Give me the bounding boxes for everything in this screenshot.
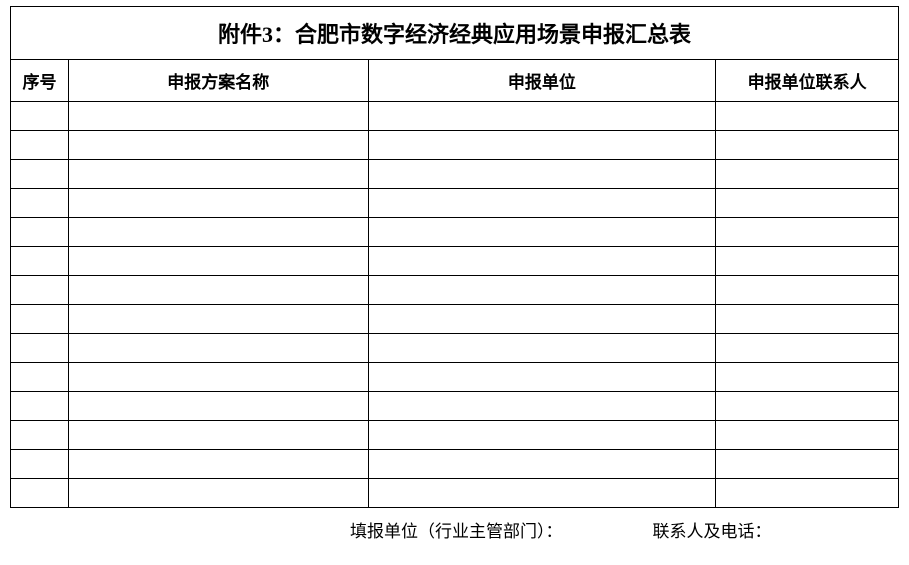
table-row bbox=[11, 392, 899, 421]
table-cell bbox=[716, 305, 899, 334]
table-cell bbox=[68, 421, 368, 450]
table-cell bbox=[11, 189, 69, 218]
table-cell bbox=[11, 102, 69, 131]
table-cell bbox=[368, 392, 716, 421]
table-cell bbox=[11, 218, 69, 247]
table-cell bbox=[716, 421, 899, 450]
table-cell bbox=[716, 218, 899, 247]
table-cell bbox=[11, 450, 69, 479]
table-row bbox=[11, 450, 899, 479]
table-row bbox=[11, 421, 899, 450]
table-body bbox=[11, 102, 899, 508]
table-cell bbox=[368, 450, 716, 479]
table-cell bbox=[68, 247, 368, 276]
table-cell bbox=[368, 247, 716, 276]
table-cell bbox=[11, 276, 69, 305]
table-cell bbox=[716, 392, 899, 421]
table-cell bbox=[716, 276, 899, 305]
table-row bbox=[11, 160, 899, 189]
table-cell bbox=[716, 189, 899, 218]
table-cell bbox=[11, 247, 69, 276]
table-row bbox=[11, 479, 899, 508]
table-cell bbox=[68, 131, 368, 160]
table-row bbox=[11, 131, 899, 160]
col-header-index: 序号 bbox=[11, 60, 69, 102]
table-cell bbox=[716, 131, 899, 160]
col-header-contact: 申报单位联系人 bbox=[716, 60, 899, 102]
table-cell bbox=[368, 131, 716, 160]
table-cell bbox=[68, 218, 368, 247]
table-cell bbox=[368, 218, 716, 247]
table-cell bbox=[11, 305, 69, 334]
footer-reporting-unit-label: 填报单位（行业主管部门）： bbox=[350, 517, 563, 542]
table-cell bbox=[68, 363, 368, 392]
table-cell bbox=[368, 276, 716, 305]
table-cell bbox=[68, 392, 368, 421]
table-cell bbox=[68, 102, 368, 131]
table-cell bbox=[11, 160, 69, 189]
table-cell bbox=[716, 247, 899, 276]
table-cell bbox=[68, 189, 368, 218]
table-row bbox=[11, 305, 899, 334]
table-cell bbox=[716, 334, 899, 363]
table-cell bbox=[11, 479, 69, 508]
table-cell bbox=[368, 189, 716, 218]
table-header-row: 序号 申报方案名称 申报单位 申报单位联系人 bbox=[11, 60, 899, 102]
table-cell bbox=[68, 334, 368, 363]
col-header-name: 申报方案名称 bbox=[68, 60, 368, 102]
table-cell bbox=[11, 363, 69, 392]
table-cell bbox=[68, 479, 368, 508]
table-row bbox=[11, 102, 899, 131]
table-cell bbox=[368, 334, 716, 363]
table-cell bbox=[11, 392, 69, 421]
form-title: 附件3：合肥市数字经济经典应用场景申报汇总表 bbox=[10, 6, 899, 59]
table-cell bbox=[11, 421, 69, 450]
table-cell bbox=[68, 450, 368, 479]
summary-table: 序号 申报方案名称 申报单位 申报单位联系人 bbox=[10, 59, 899, 508]
table-cell bbox=[716, 160, 899, 189]
table-cell bbox=[11, 131, 69, 160]
table-cell bbox=[716, 479, 899, 508]
table-cell bbox=[368, 160, 716, 189]
table-row bbox=[11, 247, 899, 276]
footer-row: 填报单位（行业主管部门）： 联系人及电话： bbox=[10, 508, 899, 550]
table-cell bbox=[368, 421, 716, 450]
table-cell bbox=[716, 102, 899, 131]
form-container: 附件3：合肥市数字经济经典应用场景申报汇总表 序号 申报方案名称 申报单位 申报… bbox=[10, 6, 899, 550]
table-cell bbox=[368, 305, 716, 334]
table-cell bbox=[11, 334, 69, 363]
table-row bbox=[11, 334, 899, 363]
table-row bbox=[11, 218, 899, 247]
table-cell bbox=[368, 363, 716, 392]
table-cell bbox=[716, 450, 899, 479]
table-cell bbox=[68, 160, 368, 189]
table-cell bbox=[716, 363, 899, 392]
table-cell bbox=[368, 102, 716, 131]
table-row bbox=[11, 189, 899, 218]
footer-contact-label: 联系人及电话： bbox=[653, 517, 772, 542]
col-header-unit: 申报单位 bbox=[368, 60, 716, 102]
table-row bbox=[11, 363, 899, 392]
table-row bbox=[11, 276, 899, 305]
table-cell bbox=[68, 276, 368, 305]
table-cell bbox=[68, 305, 368, 334]
table-cell bbox=[368, 479, 716, 508]
